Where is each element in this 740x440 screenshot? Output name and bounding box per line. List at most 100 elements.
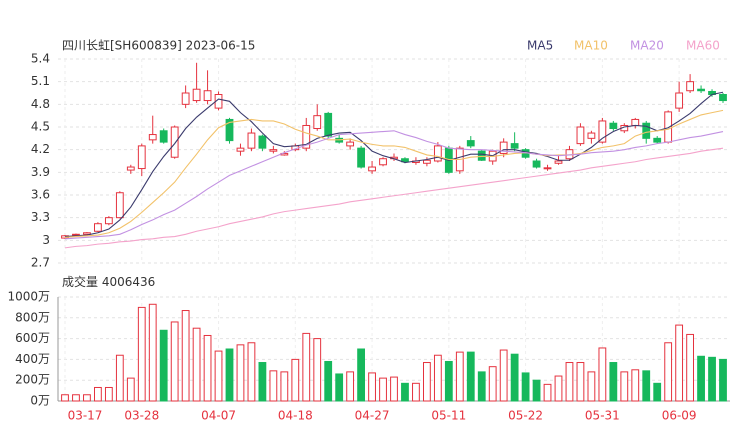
volume-bar xyxy=(719,358,727,402)
volume-bar xyxy=(258,362,267,402)
y-tick-label: 4.2 xyxy=(31,142,50,156)
x-tick-label: 04-27 xyxy=(355,409,390,423)
candle-body xyxy=(313,115,322,130)
candle-body xyxy=(598,120,607,143)
volume-bar xyxy=(433,354,442,402)
volume-bar xyxy=(346,371,355,402)
candle-body xyxy=(137,145,146,170)
x-tick-label: 05-11 xyxy=(431,409,466,423)
volume-bar xyxy=(423,362,431,402)
volume-bar xyxy=(368,372,376,402)
candle-body xyxy=(115,192,124,219)
candle-body xyxy=(609,122,618,130)
candle-body xyxy=(499,141,508,154)
volume-bar xyxy=(532,379,541,402)
y-tick-label: 5.4 xyxy=(31,52,50,66)
volume-bar xyxy=(269,370,278,402)
v-tick-label: 800万 xyxy=(15,310,50,324)
candle-body xyxy=(181,92,190,105)
candle-body xyxy=(554,160,563,164)
legend-label: MA10 xyxy=(574,39,608,53)
candle-body xyxy=(642,122,651,139)
x-tick-label: 03-28 xyxy=(124,409,159,423)
volume-bar xyxy=(115,354,124,402)
x-tick-label: 06-09 xyxy=(662,409,697,423)
y-tick-label: 4.5 xyxy=(31,120,50,134)
candle-body xyxy=(192,88,201,102)
volume-bar xyxy=(609,362,618,402)
candle-body xyxy=(510,143,519,149)
volume-bar xyxy=(225,348,234,402)
candle-body xyxy=(203,90,212,102)
volume-bar xyxy=(203,334,212,402)
volume-bar xyxy=(598,347,607,402)
ma-line xyxy=(64,130,724,240)
volume-bar xyxy=(466,351,475,402)
legend-label: MA60 xyxy=(686,39,720,53)
candle-body xyxy=(466,140,475,147)
x-tick-label: 05-31 xyxy=(585,409,620,423)
x-tick-label: 03-17 xyxy=(68,409,103,423)
volume-bar xyxy=(126,377,135,402)
volume-bar xyxy=(61,394,69,402)
volume-bar xyxy=(390,376,398,402)
volume-bar xyxy=(302,332,311,402)
volume-bar xyxy=(631,369,640,402)
volume-bar xyxy=(675,324,684,402)
candle-body xyxy=(302,124,311,149)
volume-bar xyxy=(291,358,300,402)
candle-body xyxy=(719,94,727,102)
volume-bar xyxy=(499,349,508,402)
candle-body xyxy=(368,166,376,172)
volume-bar xyxy=(192,327,201,402)
volume-bar xyxy=(576,362,585,402)
volume-label: 成交量 xyxy=(62,274,98,289)
volume-bar xyxy=(455,351,464,402)
legend-label: MA20 xyxy=(630,39,664,53)
y-tick-label: 4.8 xyxy=(31,97,50,111)
y-tick-label: 3 xyxy=(42,233,50,247)
candle-body xyxy=(269,149,278,152)
volume-bar xyxy=(379,377,387,402)
candle-body xyxy=(631,118,640,126)
candle-body xyxy=(587,132,596,139)
volume-bar xyxy=(401,382,409,402)
candle-body xyxy=(686,81,694,92)
volume-bar xyxy=(664,342,673,402)
candle-body xyxy=(379,158,387,166)
candle-body xyxy=(247,132,256,149)
y-tick-label: 3.9 xyxy=(31,165,50,179)
v-tick-label: 600万 xyxy=(15,331,50,345)
volume-bar xyxy=(148,303,157,402)
y-tick-label: 3.6 xyxy=(31,188,50,202)
candle-body xyxy=(357,147,365,168)
volume-title: 成交量 4006436 xyxy=(62,274,155,289)
volume-bar xyxy=(510,353,519,402)
candle-body xyxy=(83,232,91,235)
volume-bar xyxy=(104,386,113,402)
candle-body xyxy=(423,159,431,164)
candle-body xyxy=(675,92,684,109)
volume-bar xyxy=(477,371,486,402)
volume-bar xyxy=(313,338,322,402)
candle-body xyxy=(664,111,673,143)
volume-bar xyxy=(554,375,563,402)
candle-body xyxy=(258,135,267,149)
v-tick-label: 200万 xyxy=(15,373,50,387)
v-tick-label: 400万 xyxy=(15,352,50,366)
candle-body xyxy=(697,88,705,92)
volume-bar xyxy=(72,394,80,402)
volume-bar xyxy=(280,371,289,402)
volume-bar xyxy=(94,386,102,402)
volume-bar xyxy=(708,356,716,402)
v-tick-label: 0万 xyxy=(30,394,50,408)
candle-body xyxy=(532,160,541,168)
volume-bar xyxy=(159,329,168,402)
volume-bar xyxy=(83,394,91,402)
legend-label: MA5 xyxy=(527,39,553,53)
volume-bar xyxy=(357,348,365,402)
volume-bar xyxy=(170,321,179,402)
y-tick-label: 3.3 xyxy=(31,210,50,224)
volume-bar xyxy=(642,370,651,402)
